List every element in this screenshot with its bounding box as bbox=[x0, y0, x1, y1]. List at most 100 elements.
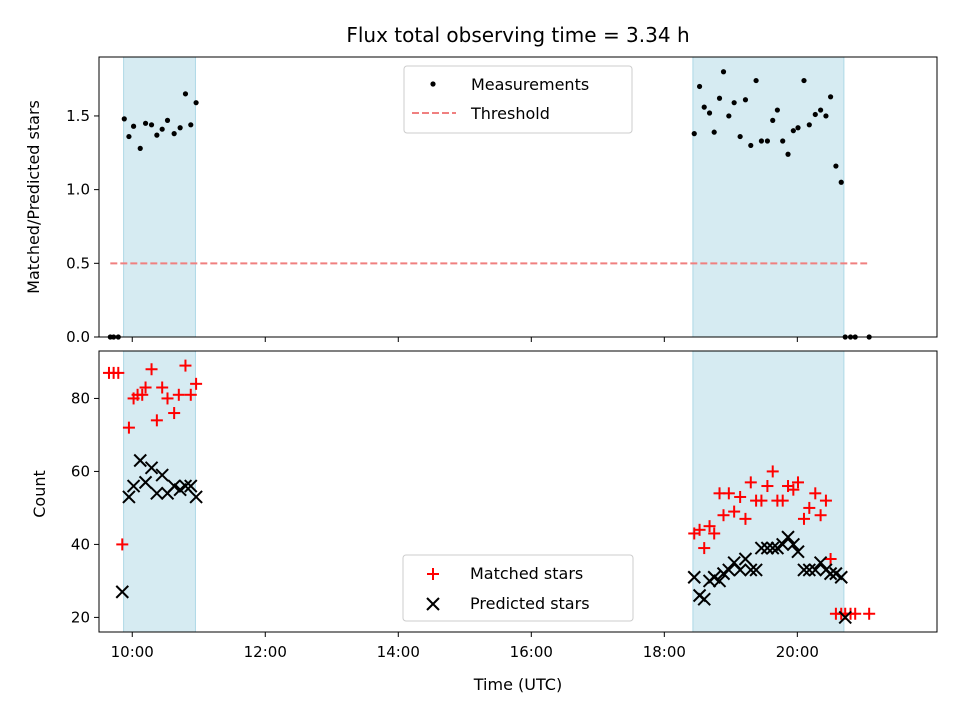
matched-star-point bbox=[755, 494, 768, 507]
legend-predicted-label: Predicted stars bbox=[470, 594, 590, 613]
predicted-star-point bbox=[115, 585, 129, 599]
predicted-star-point bbox=[133, 453, 147, 468]
measurement-point bbox=[818, 107, 824, 113]
measurement-point bbox=[827, 94, 834, 100]
matched-star-point bbox=[809, 487, 822, 500]
matched-star-point bbox=[744, 476, 757, 489]
matched-star-point bbox=[116, 538, 129, 551]
bottom-x-ticks: 10:00 12:00 14:00 16:00 18:00 20:00 bbox=[111, 632, 819, 661]
measurement-point bbox=[159, 126, 165, 132]
matched-star-point bbox=[739, 512, 752, 525]
predicted-star-point bbox=[838, 610, 852, 625]
bottom-x-tick-label: 16:00 bbox=[510, 643, 553, 661]
matched-star-point bbox=[766, 465, 779, 478]
measurement-point bbox=[812, 111, 818, 118]
bottom-legend: Matched stars Predicted stars bbox=[402, 554, 634, 622]
measurement-point bbox=[177, 125, 183, 131]
measurement-point bbox=[130, 123, 137, 129]
predicted-star-point bbox=[744, 563, 758, 577]
predicted-star-point bbox=[823, 566, 838, 581]
matched-star-point bbox=[112, 366, 125, 379]
matched-star-point bbox=[863, 607, 876, 620]
legend-measurements-marker bbox=[430, 81, 436, 87]
matched-star-point bbox=[703, 520, 716, 533]
matched-star-point bbox=[814, 509, 827, 522]
measurement-point bbox=[188, 122, 194, 128]
measurement-point bbox=[770, 117, 776, 123]
top-axes-frame bbox=[98, 56, 938, 338]
bottom-axes-frame bbox=[98, 350, 938, 633]
legend-predicted-marker bbox=[426, 597, 440, 611]
measurement-point bbox=[720, 69, 727, 75]
predicted-star-point bbox=[738, 552, 753, 566]
measurement-point bbox=[126, 133, 132, 140]
measurement-point bbox=[148, 122, 155, 128]
predicted-star-point bbox=[144, 461, 159, 475]
measurement-point bbox=[701, 104, 707, 110]
measurement-point bbox=[731, 100, 737, 106]
measurement-point bbox=[780, 138, 786, 144]
matched-star-point bbox=[122, 421, 135, 434]
bottom-star-points bbox=[102, 359, 876, 625]
top-y-axis-label: Matched/Predicted stars bbox=[24, 100, 43, 294]
predicted-star-point bbox=[167, 479, 181, 493]
measurement-point bbox=[711, 129, 717, 135]
predicted-star-point bbox=[722, 563, 736, 577]
predicted-star-point bbox=[178, 479, 193, 493]
measurement-point bbox=[137, 145, 143, 151]
top-legend-box bbox=[403, 65, 633, 134]
measurement-point bbox=[806, 122, 812, 128]
bottom-y-tick-label: 40 bbox=[71, 535, 90, 553]
measurement-point bbox=[737, 133, 743, 140]
predicted-star-point bbox=[775, 537, 790, 552]
measurement-point bbox=[748, 142, 754, 149]
matched-star-point bbox=[161, 392, 174, 405]
measurement-point bbox=[790, 128, 796, 134]
measurement-point bbox=[823, 113, 829, 119]
predicted-star-point bbox=[733, 563, 747, 577]
bottom-legend-box bbox=[402, 554, 634, 622]
matched-star-point bbox=[776, 494, 789, 507]
bottom-x-axis-label: Time (UTC) bbox=[473, 675, 562, 694]
matched-star-point bbox=[728, 505, 741, 518]
measurement-point bbox=[182, 91, 189, 97]
measurement-point bbox=[696, 83, 703, 90]
predicted-star-point bbox=[791, 545, 805, 559]
top-panel: 0.0 0.5 1.0 1.5 Flux total observing time =… bbox=[24, 23, 938, 346]
bottom-x-tick-label: 10:00 bbox=[111, 643, 154, 661]
bottom-x-tick-label: 18:00 bbox=[643, 643, 686, 661]
legend-matched-marker bbox=[427, 568, 439, 580]
predicted-star-point bbox=[813, 555, 828, 570]
matched-star-point bbox=[824, 553, 837, 566]
top-y-tick-label: 0.0 bbox=[66, 328, 90, 346]
measurement-point bbox=[164, 117, 171, 123]
predicted-star-point bbox=[138, 475, 153, 490]
measurement-point bbox=[691, 131, 697, 137]
predicted-star-point bbox=[697, 592, 711, 606]
predicted-star-point bbox=[189, 490, 203, 504]
predicted-star-point bbox=[122, 490, 136, 504]
measurement-point bbox=[838, 179, 844, 185]
bottom-y-tick-label: 20 bbox=[71, 608, 90, 626]
matched-star-point bbox=[172, 388, 185, 401]
top-legend: Measurements Threshold bbox=[403, 65, 633, 134]
predicted-star-point bbox=[749, 563, 763, 577]
top-shaded-span-0 bbox=[123, 56, 196, 338]
matched-star-point bbox=[156, 381, 169, 394]
measurement-point bbox=[193, 100, 199, 106]
measurement-point bbox=[716, 95, 723, 101]
matched-star-point bbox=[734, 490, 747, 503]
chart-title: Flux total observing time = 3.34 h bbox=[346, 23, 689, 47]
measurement-point bbox=[774, 107, 780, 113]
top-y-tick-label: 1.5 bbox=[66, 107, 90, 125]
matched-star-point bbox=[708, 527, 721, 540]
measurement-point bbox=[801, 77, 807, 84]
matched-star-point bbox=[787, 483, 800, 496]
top-y-tick-label: 0.5 bbox=[66, 254, 90, 272]
matched-star-point bbox=[139, 381, 152, 394]
measurement-point bbox=[753, 77, 759, 84]
predicted-star-point bbox=[786, 537, 801, 552]
top-x-ticks bbox=[131, 337, 798, 342]
